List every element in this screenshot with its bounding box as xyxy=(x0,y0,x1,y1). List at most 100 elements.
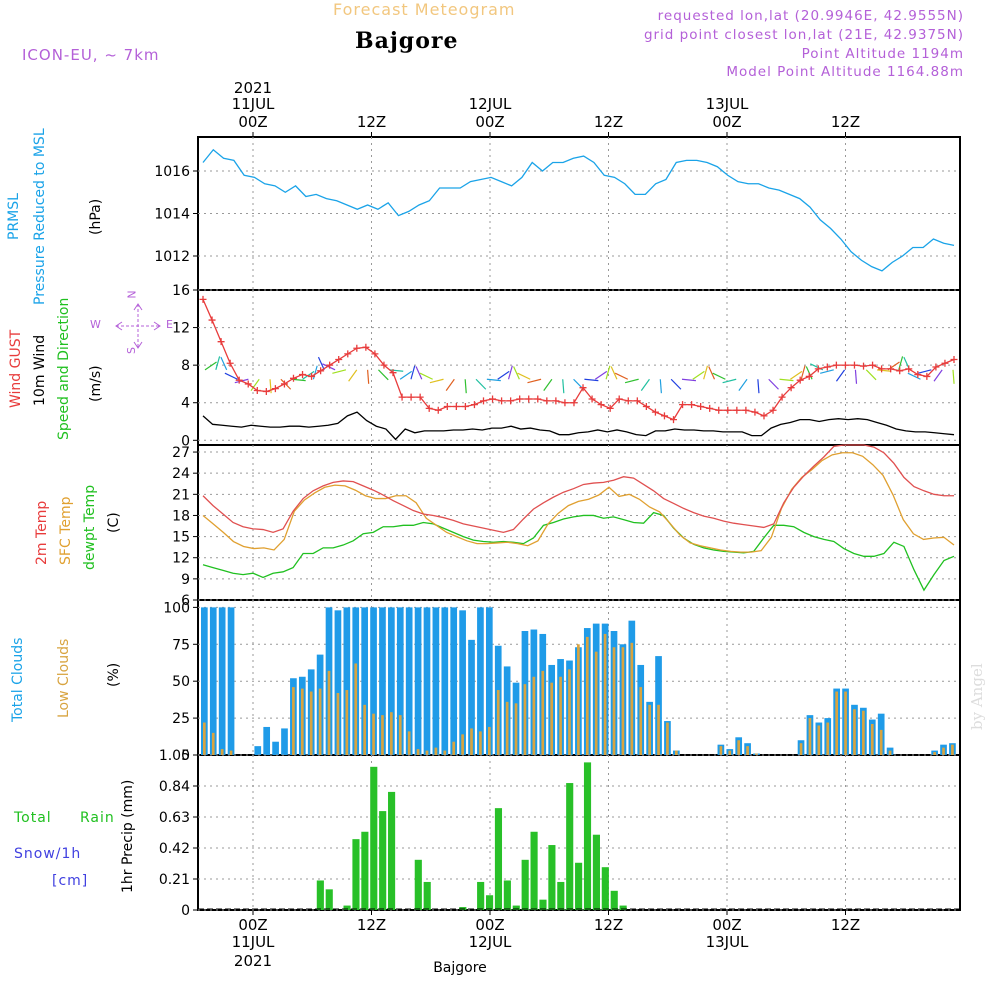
rain-bar xyxy=(352,839,360,910)
wind-direction-arrow xyxy=(790,370,803,380)
wind-direction-arrow xyxy=(805,366,813,380)
wind-gust-line-marker xyxy=(905,365,913,373)
total-cloud-bar xyxy=(343,607,351,755)
wind-gust-line-marker xyxy=(443,402,451,410)
low-cloud-bar xyxy=(354,663,358,755)
low-cloud-bar xyxy=(835,691,838,755)
y-tick-label: 0 xyxy=(181,433,190,449)
y-tick-label: 12 xyxy=(172,551,190,567)
requested-coords: requested lon,lat (20.9946E, 42.9555N) xyxy=(657,8,964,24)
rain-bar xyxy=(610,890,618,910)
total-cloud-bar xyxy=(201,607,208,755)
low-cloud-bar xyxy=(648,704,651,755)
low-cloud-bar xyxy=(372,713,375,755)
wind-gust-line-marker xyxy=(832,361,840,369)
wind-direction-arrow xyxy=(322,363,336,371)
bottom-axis-date: 13JUL xyxy=(706,933,749,951)
wind-gust-line-marker xyxy=(724,406,732,414)
wind-gust-line-marker xyxy=(253,387,261,395)
wind-direction-arrow xyxy=(332,369,347,374)
wind-gust-line-marker xyxy=(778,393,786,401)
total-cloud-bar xyxy=(254,746,262,755)
wind-gust-line-marker xyxy=(516,395,524,403)
total-cloud-bar xyxy=(209,607,217,755)
dewpt-line xyxy=(202,511,955,592)
y-tick-label: 15 xyxy=(172,530,190,546)
wind-gust-line-marker xyxy=(543,397,551,405)
wind-gust-line-marker xyxy=(823,363,831,371)
y-tick-label: 0 xyxy=(181,903,190,919)
low-cloud-bar xyxy=(755,753,758,755)
wind-gust-line-marker xyxy=(380,361,388,369)
wind-gust-line-marker xyxy=(479,397,487,405)
rain-bar xyxy=(512,905,520,910)
bottom-station-label: Bajgore xyxy=(433,960,487,976)
wind-gust-line-marker xyxy=(742,406,750,414)
low-cloud-bar xyxy=(808,718,812,755)
low-cloud-bar xyxy=(327,670,331,755)
wind-direction-arrow xyxy=(835,369,846,382)
wind-direction-arrow xyxy=(703,365,709,380)
wind-direction-arrow xyxy=(429,378,444,384)
rain-bar xyxy=(325,889,333,910)
total-cloud-bar xyxy=(432,607,440,755)
low-cloud-bar xyxy=(951,744,954,755)
wind-direction-arrow xyxy=(605,365,611,380)
low-cloud-bar xyxy=(470,728,473,755)
wind-gust-line-marker xyxy=(597,401,605,409)
wind-direction-arrow xyxy=(399,370,413,380)
wind-gust-line-marker xyxy=(552,397,560,405)
low-cloud-bar xyxy=(728,750,732,755)
low-cloud-bar xyxy=(479,731,482,755)
wind-gust-line-marker xyxy=(470,401,478,409)
wind-gust-line-marker xyxy=(733,406,741,414)
low-cloud-bar xyxy=(585,636,589,755)
low-cloud-bar xyxy=(568,669,571,755)
bottom-axis-date: 12JUL xyxy=(469,933,512,951)
low-cloud-bar xyxy=(612,647,616,755)
wind-gust-line-marker xyxy=(878,365,886,373)
bottom-axis-year: 2021 xyxy=(234,952,272,970)
wind-gust-line-marker xyxy=(244,380,252,388)
total-cloud-bar xyxy=(396,607,404,755)
wind-gust-line-marker xyxy=(262,387,270,395)
rain-bar xyxy=(379,811,387,910)
low-cloud-bar xyxy=(621,647,625,755)
rain-bar xyxy=(548,845,556,910)
total-cloud-bar xyxy=(459,610,466,755)
wind-gust-line-marker xyxy=(299,371,307,379)
low-cloud-bar xyxy=(666,722,669,755)
low-cloud-bar xyxy=(817,725,821,755)
bottom-axis-hour: 00Z xyxy=(475,916,504,934)
rain-bar xyxy=(414,859,422,910)
low-cloud-bar xyxy=(345,690,349,755)
wind-direction-arrow xyxy=(269,379,272,394)
low-cloud-bar xyxy=(559,676,562,755)
total-cloud-bar xyxy=(405,607,413,755)
low-cloud-bar xyxy=(888,750,892,755)
wind-direction-arrow xyxy=(779,378,794,382)
rain-bar xyxy=(575,862,583,910)
low-cloud-bar xyxy=(532,676,536,755)
bottom-axis-date: 11JUL xyxy=(232,933,275,951)
rain-bar xyxy=(566,783,574,910)
wind-direction-arrow xyxy=(584,378,599,382)
low-cloud-bar xyxy=(603,633,607,755)
low-cloud-bar xyxy=(434,747,438,755)
wind-gust-line-marker xyxy=(941,359,949,367)
wind-direction-arrow xyxy=(527,378,542,384)
y-tick-label: 1014 xyxy=(154,207,190,223)
y-tick-label: 100 xyxy=(163,600,190,616)
total-cloud-bar xyxy=(423,607,431,755)
wind-gust-line-marker xyxy=(289,374,297,382)
y-tick-label: 0.42 xyxy=(159,841,190,857)
low-cloud-bar xyxy=(799,743,803,755)
low-cloud-bar xyxy=(657,704,660,755)
temp-2m-line xyxy=(202,444,954,534)
precip-snow-label: Snow/1h xyxy=(14,846,82,862)
wind-gust-line-marker xyxy=(688,401,696,409)
rain-bar xyxy=(539,899,547,910)
wind-gust-line-marker xyxy=(697,402,705,410)
wind-gust-line-marker xyxy=(434,406,442,414)
wind-gust-line-marker xyxy=(335,356,343,364)
